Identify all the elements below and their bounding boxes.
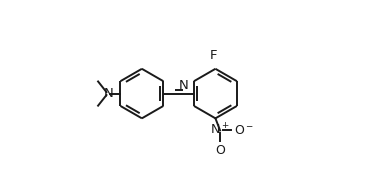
Text: N$^+$: N$^+$ [210, 123, 230, 138]
Text: O: O [215, 144, 225, 157]
Text: O$^-$: O$^-$ [234, 124, 254, 137]
Text: F: F [210, 49, 218, 62]
Text: N: N [104, 87, 113, 100]
Text: N: N [178, 79, 188, 92]
